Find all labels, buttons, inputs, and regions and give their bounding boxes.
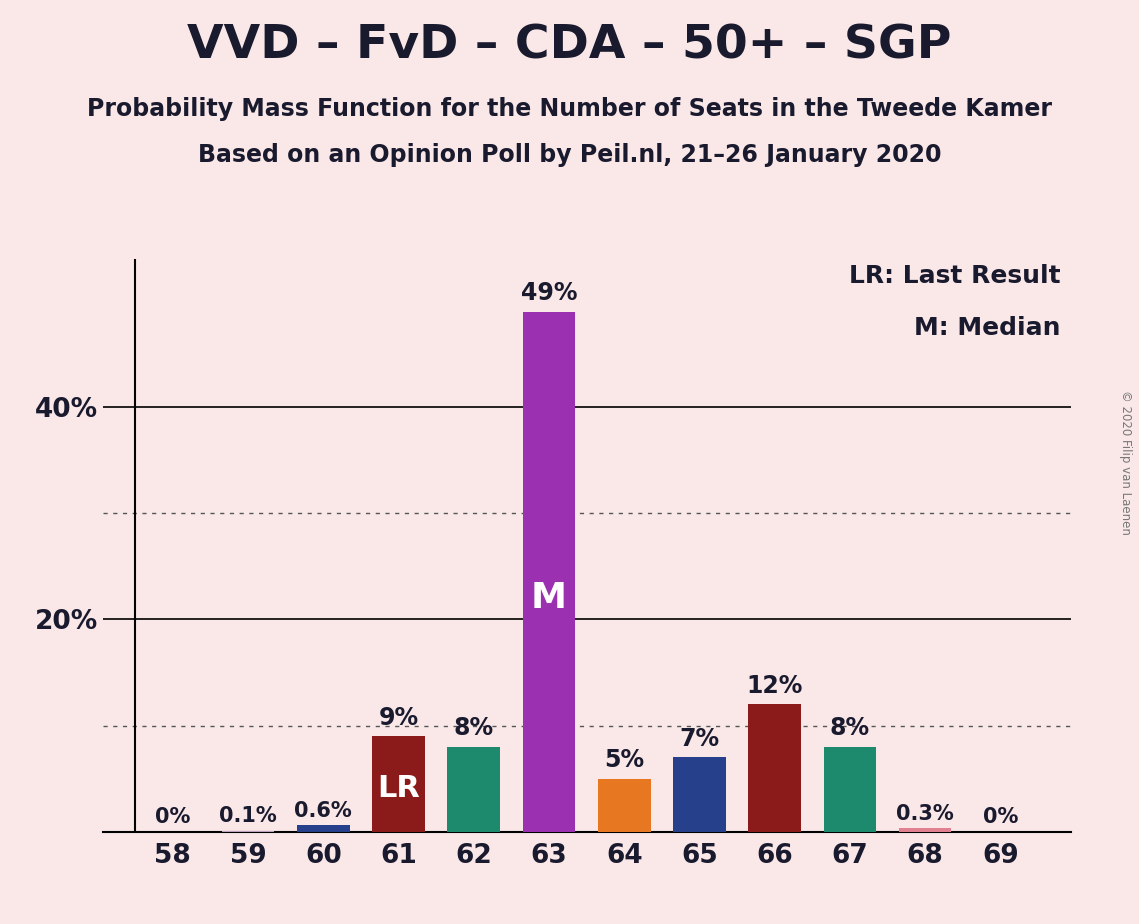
Text: 0%: 0%: [155, 808, 190, 827]
Text: 12%: 12%: [746, 674, 803, 698]
Text: M: M: [531, 580, 567, 614]
Text: Probability Mass Function for the Number of Seats in the Tweede Kamer: Probability Mass Function for the Number…: [87, 97, 1052, 121]
Bar: [673, 758, 726, 832]
Bar: [899, 829, 951, 832]
Text: Based on an Opinion Poll by Peil.nl, 21–26 January 2020: Based on an Opinion Poll by Peil.nl, 21–…: [198, 143, 941, 167]
Text: 9%: 9%: [378, 706, 419, 730]
Text: 5%: 5%: [604, 748, 645, 772]
Text: LR: Last Result: LR: Last Result: [850, 264, 1060, 288]
Text: 7%: 7%: [679, 727, 720, 751]
Text: 0.6%: 0.6%: [294, 801, 352, 821]
Bar: [823, 747, 876, 832]
Text: 0.3%: 0.3%: [896, 804, 954, 824]
Text: 8%: 8%: [830, 716, 870, 740]
Bar: [297, 825, 350, 832]
Bar: [748, 704, 801, 832]
Text: M: Median: M: Median: [915, 316, 1060, 340]
Bar: [598, 779, 650, 832]
Text: 49%: 49%: [521, 282, 577, 306]
Text: VVD – FvD – CDA – 50+ – SGP: VVD – FvD – CDA – 50+ – SGP: [187, 23, 952, 68]
Text: © 2020 Filip van Laenen: © 2020 Filip van Laenen: [1118, 390, 1132, 534]
Text: 0.1%: 0.1%: [219, 807, 277, 826]
Text: LR: LR: [377, 774, 420, 803]
Text: 8%: 8%: [453, 716, 494, 740]
Bar: [222, 831, 274, 832]
Text: 0%: 0%: [983, 808, 1018, 827]
Bar: [448, 747, 500, 832]
Bar: [523, 311, 575, 832]
Bar: [372, 736, 425, 832]
